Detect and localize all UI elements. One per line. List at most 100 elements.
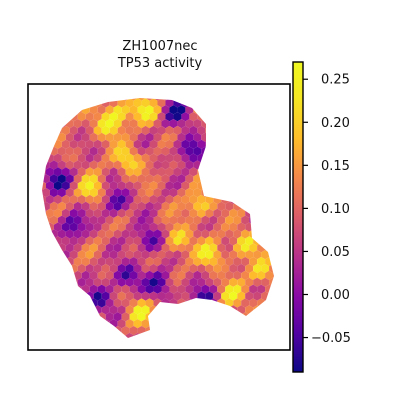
hex-spot — [205, 208, 214, 218]
hex-spot — [109, 332, 118, 338]
hex-spot — [137, 298, 146, 308]
hex-spot — [133, 98, 142, 108]
hex-spot — [113, 312, 122, 322]
hex-spot — [153, 201, 162, 211]
hex-spot — [105, 312, 114, 322]
hex-spot — [189, 167, 198, 177]
colorbar-ticks: −0.05 0.00 0.05 0.10 0.15 0.20 0.25 — [303, 73, 351, 346]
hex-spot — [225, 326, 234, 336]
hex-spot — [57, 174, 66, 184]
hex-spot — [173, 208, 182, 218]
hex-spot — [101, 167, 110, 177]
hex-spot — [201, 312, 210, 322]
hex-spot — [193, 119, 202, 129]
hex-spot — [149, 263, 158, 274]
hex-spot — [57, 105, 66, 115]
hex-spot — [257, 105, 266, 115]
hex-spot — [169, 174, 178, 184]
hex-spot — [42, 298, 50, 308]
hex-spot — [169, 119, 178, 129]
hex-spot — [165, 125, 174, 136]
hex-spot — [145, 160, 154, 170]
hex-spot — [225, 188, 234, 198]
hex-spot — [106, 340, 114, 349]
hex-spot — [241, 229, 250, 239]
hex-spot — [45, 291, 54, 301]
hex-spot — [229, 153, 238, 163]
hex-spot — [121, 229, 130, 239]
hex-spot — [201, 105, 210, 115]
hex-spot — [145, 229, 154, 239]
hex-spot — [181, 305, 190, 315]
hex-spot — [217, 98, 226, 101]
hex-spot — [65, 132, 74, 142]
hex-spot — [185, 132, 194, 142]
hex-spot — [141, 139, 150, 149]
hex-spot — [61, 277, 70, 287]
hex-spot — [53, 208, 62, 218]
hex-spot — [185, 160, 194, 170]
hex-spot — [205, 98, 214, 108]
hex-spot — [125, 291, 134, 301]
hex-spot — [89, 326, 98, 336]
hex-spot — [45, 194, 54, 205]
hex-spot — [197, 319, 206, 329]
hex-spot — [61, 125, 70, 136]
hex-spot — [189, 277, 198, 287]
hex-spot — [225, 160, 234, 170]
hex-spot — [69, 194, 78, 205]
hex-spot — [249, 132, 258, 142]
hex-spot — [129, 146, 138, 156]
hex-spot — [121, 243, 130, 253]
hex-spot — [181, 277, 190, 287]
hex-spot — [165, 153, 174, 163]
hex-spot — [42, 98, 50, 101]
hex-spot — [61, 208, 70, 218]
hex-spot — [125, 319, 134, 329]
hex-spot — [193, 326, 202, 336]
hex-spot — [81, 312, 90, 322]
hex-spot — [154, 340, 162, 349]
hex-spot — [249, 119, 258, 129]
hex-spot — [253, 263, 262, 274]
hex-spot — [93, 332, 102, 338]
hex-spot — [85, 208, 94, 218]
hex-spot — [269, 305, 274, 315]
hex-spot — [93, 153, 102, 163]
hex-spot — [201, 270, 210, 280]
hex-spot — [101, 181, 110, 191]
hex-spot — [241, 119, 250, 129]
hex-spot — [177, 105, 186, 115]
hex-spot — [221, 98, 230, 108]
hex-spot — [129, 229, 138, 239]
hex-spot — [221, 222, 230, 232]
hex-spot — [165, 263, 174, 274]
hex-spot — [229, 236, 238, 246]
hex-spot — [61, 332, 70, 338]
hex-spot — [89, 119, 98, 129]
hex-spot — [181, 153, 190, 163]
hex-spot — [217, 132, 226, 142]
hex-spot — [205, 332, 214, 338]
hex-spot — [77, 181, 86, 191]
hex-spot — [273, 312, 274, 322]
colorbar-tick-label: 0.10 — [321, 202, 350, 217]
hex-spot — [53, 319, 62, 329]
hex-spot — [90, 340, 98, 349]
hex-spot — [205, 139, 214, 149]
hex-spot — [141, 153, 150, 163]
hex-spot — [253, 139, 262, 149]
hex-spot — [173, 236, 182, 246]
hex-spot — [149, 167, 158, 177]
hex-spot — [117, 305, 126, 315]
hex-spot — [53, 153, 62, 163]
hex-spot — [101, 112, 110, 122]
hex-spot — [45, 277, 54, 287]
hex-spot — [121, 257, 130, 267]
hex-spot — [93, 139, 102, 149]
hex-spot — [93, 250, 102, 260]
hex-spot — [42, 340, 50, 349]
hex-spot — [257, 188, 266, 198]
hex-spot — [89, 174, 98, 184]
hex-spot — [237, 291, 246, 301]
